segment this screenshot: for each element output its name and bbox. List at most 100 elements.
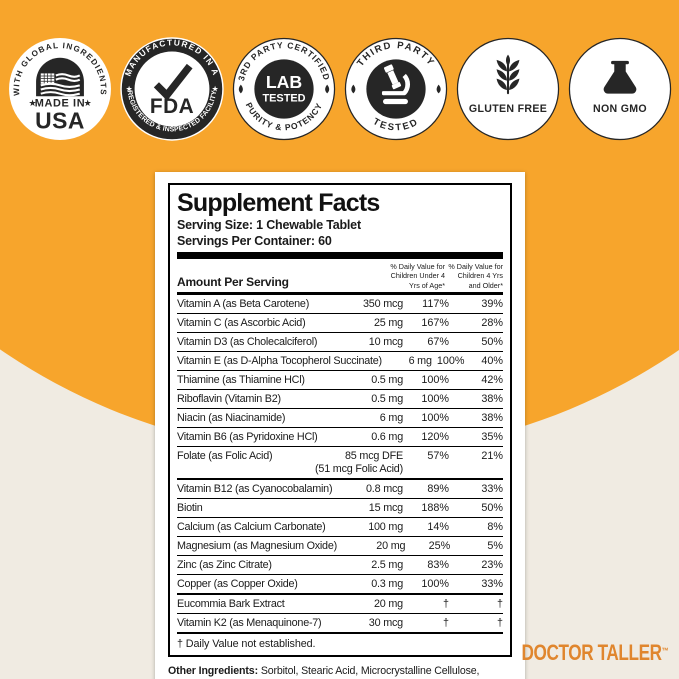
nutrient-dv-over4: 21% — [481, 449, 503, 462]
star-icon: ★ — [125, 85, 132, 94]
nutrient-name: Vitamin C (as Ascorbic Acid) — [177, 316, 306, 329]
table-row-line: Folate (as Folic Acid) 85 mcg DFE 57% 21… — [177, 450, 503, 462]
star-icon: ★ — [28, 98, 36, 108]
badge-center-disc — [365, 59, 426, 119]
panel-title: Supplement Facts — [177, 189, 380, 217]
supplement-facts-card: Supplement Facts Serving Size: 1 Chewabl… — [155, 172, 525, 679]
supplement-rows: Vitamin A (as Beta Carotene) 350 mcg 117… — [177, 295, 503, 632]
table-row: Calcium (as Calcium Carbonate) 100 mg 14… — [177, 517, 503, 536]
badge-non-gmo: NON GMO — [568, 37, 672, 141]
nutrient-dv-under4: 167% — [421, 316, 449, 329]
table-row: Thiamine (as Thiamine HCl) 0.5 mg 100% 4… — [177, 370, 503, 389]
fda-text: FDA — [149, 95, 193, 118]
nutrient-dv-over4: 50% — [481, 501, 503, 514]
badge-gluten-free: GLUTEN FREE — [456, 37, 560, 141]
table-row: Niacin (as Niacinamide) 6 mg 100% 38% — [177, 408, 503, 427]
table-row-line: Vitamin D3 (as Cholecalciferol) 10 mcg 6… — [177, 336, 503, 348]
table-row-line: Zinc (as Zinc Citrate) 2.5 mg 83% 23% — [177, 559, 503, 571]
table-row: Vitamin E (as D-Alpha Tocopherol Succina… — [177, 351, 503, 370]
nutrient-name: Eucommia Bark Extract — [177, 597, 285, 610]
nutrient-dv-under4: 89% — [427, 482, 449, 495]
gluten-free-text: GLUTEN FREE — [468, 103, 546, 115]
nutrient-name: Zinc (as Zinc Citrate) — [177, 558, 272, 571]
medium-divider — [177, 292, 503, 296]
table-row-line: Vitamin B12 (as Cyanocobalamin) 0.8 mcg … — [177, 483, 503, 495]
nutrient-dv-over4: 42% — [481, 373, 503, 386]
table-row: Riboflavin (Vitamin B2) 0.5 mg 100% 38% — [177, 389, 503, 408]
nutrient-dv-over4: † — [496, 597, 503, 610]
nutrient-dv-over4: 8% — [487, 520, 503, 533]
trademark-symbol: ™ — [661, 646, 669, 656]
checkmark-icon — [153, 63, 193, 101]
nutrient-dv-over4: 33% — [481, 482, 503, 495]
nutrient-amount-line2: (51 mcg Folic Acid) — [315, 462, 403, 475]
thick-divider — [177, 252, 503, 259]
nutrient-name: Vitamin D3 (as Cholecalciferol) — [177, 335, 318, 348]
nutrient-amount: 2.5 mg — [371, 558, 403, 571]
servings-per-container: Servings Per Container: 60 — [177, 234, 332, 248]
nutrient-dv-under4: 117% — [422, 297, 449, 310]
nutrient-dv-over4: 50% — [481, 335, 503, 348]
made-in-text: MADE IN — [34, 98, 84, 110]
badge-third-party-tested: THIRD PARTY TESTED — [344, 37, 448, 141]
droplet-icon — [350, 84, 355, 94]
nutrient-name: Vitamin A (as Beta Carotene) — [177, 297, 310, 310]
table-row: Vitamin K2 (as Menaquinone-7) 30 mcg † † — [177, 613, 503, 632]
nutrient-amount: 6 mg — [379, 411, 403, 424]
nutrient-amount: 15 mcg — [368, 501, 403, 514]
microscope-icon — [381, 64, 410, 105]
nutrient-amount: 25 mg — [373, 316, 403, 329]
star-icon: ★ — [211, 85, 218, 94]
badge-made-in-usa: WITH GLOBAL INGREDIENTS ★ ★ MADE IN USA — [8, 37, 112, 141]
table-row-line: Vitamin B6 (as Pyridoxine HCl) 0.6 mg 12… — [177, 431, 503, 443]
nutrient-dv-over4: 40% — [481, 354, 503, 367]
nutrient-name: Vitamin K2 (as Menaquinone-7) — [177, 616, 322, 629]
nutrient-dv-over4: 35% — [481, 430, 503, 443]
nutrient-dv-over4: 39% — [481, 297, 503, 310]
nutrient-dv-over4: 38% — [481, 392, 503, 405]
nutrient-dv-under4: 25% — [428, 539, 451, 552]
droplet-icon — [238, 84, 243, 94]
table-row: Folate (as Folic Acid) 85 mcg DFE 57% 21… — [177, 446, 503, 478]
nutrient-name: Biotin — [177, 501, 203, 514]
table-row-line: Riboflavin (Vitamin B2) 0.5 mg 100% 38% — [177, 393, 503, 405]
nutrient-name: Magnesium (as Magnesium Oxide) — [177, 539, 337, 552]
table-row: Vitamin B12 (as Cyanocobalamin) 0.8 mcg … — [177, 478, 503, 498]
dv-under4-header: % Daily Value for Children Under 4 Yrs o… — [390, 262, 445, 290]
usa-text: USA — [35, 108, 85, 134]
wheat-icon — [496, 54, 519, 95]
nutrient-dv-under4: 100% — [421, 411, 449, 424]
badge-fda-registered: MANUFACTURED IN A REGISTERED & INSPECTED… — [119, 37, 224, 141]
table-row: Zinc (as Zinc Citrate) 2.5 mg 83% 23% — [177, 555, 503, 574]
nutrient-name: Vitamin B6 (as Pyridoxine HCl) — [177, 430, 318, 443]
us-flag-icon — [35, 57, 84, 97]
nutrient-dv-over4: 28% — [481, 316, 503, 329]
nutrient-name: Folate (as Folic Acid) — [177, 449, 273, 462]
nutrient-amount: 6 mg — [408, 354, 432, 367]
lab-text: LAB — [265, 72, 301, 92]
table-header: Amount Per Serving % Daily Value for Chi… — [177, 259, 503, 292]
nutrient-dv-under4: † — [442, 616, 449, 629]
nutrient-name: Vitamin E (as D-Alpha Tocopherol Succina… — [177, 354, 382, 367]
table-row-line: Vitamin K2 (as Menaquinone-7) 30 mcg † † — [177, 617, 503, 629]
nutrient-amount: 100 mg — [368, 520, 403, 533]
nutrient-name: Niacin (as Niacinamide) — [177, 411, 286, 424]
supplement-facts-box: Supplement Facts Serving Size: 1 Chewabl… — [168, 183, 512, 658]
table-row-line: Magnesium (as Magnesium Oxide) 20 mg 25%… — [177, 540, 503, 552]
table-row: Vitamin B6 (as Pyridoxine HCl) 0.6 mg 12… — [177, 427, 503, 446]
nutrient-amount: 85 mcg DFE — [345, 449, 403, 462]
nutrient-dv-over4: 33% — [481, 577, 503, 590]
nutrient-amount: 20 mg — [373, 597, 403, 610]
nutrient-amount: 0.3 mg — [371, 577, 403, 590]
nutrient-amount: 30 mcg — [368, 616, 403, 629]
serving-size: Serving Size: 1 Chewable Tablet — [177, 218, 361, 232]
nutrient-name: Riboflavin (Vitamin B2) — [177, 392, 281, 405]
nutrient-dv-over4: 5% — [487, 539, 503, 552]
nutrient-dv-under4: 57% — [427, 449, 449, 462]
non-gmo-text: NON GMO — [593, 103, 647, 115]
table-row-line: Copper (as Copper Oxide) 0.3 mg 100% 33% — [177, 578, 503, 590]
table-row: Vitamin C (as Ascorbic Acid) 25 mg 167% … — [177, 313, 503, 332]
nutrient-dv-under4: 67% — [427, 335, 449, 348]
badge-center-disc — [253, 59, 314, 119]
